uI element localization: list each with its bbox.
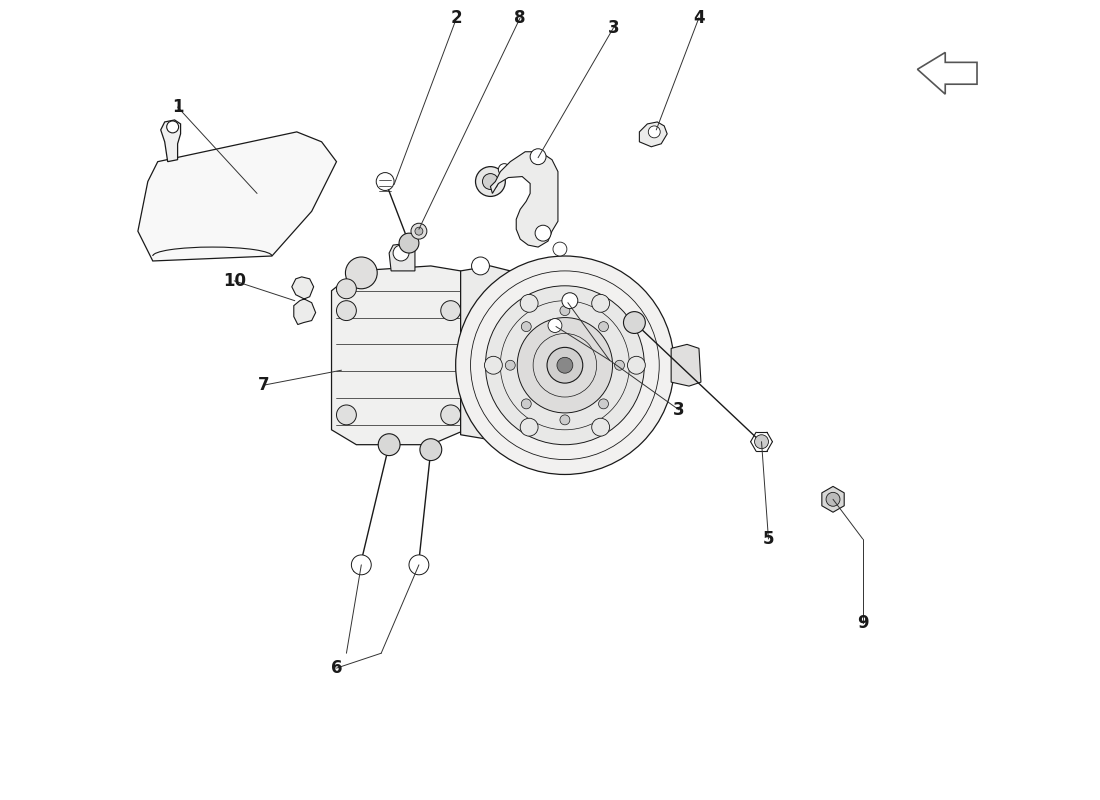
Polygon shape bbox=[161, 120, 180, 162]
Polygon shape bbox=[671, 344, 701, 386]
Circle shape bbox=[472, 257, 490, 275]
Circle shape bbox=[521, 399, 531, 409]
Circle shape bbox=[521, 322, 531, 331]
Text: 3: 3 bbox=[607, 18, 619, 37]
Polygon shape bbox=[292, 277, 316, 325]
Circle shape bbox=[520, 418, 538, 436]
Circle shape bbox=[624, 312, 646, 334]
Polygon shape bbox=[331, 266, 465, 445]
Text: 5: 5 bbox=[762, 530, 774, 548]
Circle shape bbox=[505, 360, 515, 370]
Circle shape bbox=[553, 242, 566, 256]
Polygon shape bbox=[461, 266, 515, 440]
Circle shape bbox=[592, 418, 609, 436]
Circle shape bbox=[415, 227, 422, 235]
Polygon shape bbox=[138, 132, 337, 261]
Polygon shape bbox=[491, 152, 558, 247]
Circle shape bbox=[548, 318, 562, 333]
Circle shape bbox=[485, 286, 645, 445]
Circle shape bbox=[441, 405, 461, 425]
Circle shape bbox=[378, 434, 400, 456]
Circle shape bbox=[826, 492, 840, 506]
Circle shape bbox=[483, 174, 498, 190]
Text: 6: 6 bbox=[331, 659, 342, 677]
Circle shape bbox=[535, 226, 551, 241]
Text: 8: 8 bbox=[515, 9, 526, 26]
Circle shape bbox=[484, 356, 503, 374]
Polygon shape bbox=[917, 53, 977, 94]
Circle shape bbox=[411, 223, 427, 239]
Circle shape bbox=[420, 438, 442, 461]
Polygon shape bbox=[639, 122, 668, 146]
Circle shape bbox=[755, 434, 769, 449]
Circle shape bbox=[598, 322, 608, 331]
Polygon shape bbox=[822, 486, 844, 512]
Circle shape bbox=[560, 415, 570, 425]
Circle shape bbox=[441, 301, 461, 321]
Text: 4: 4 bbox=[693, 9, 705, 26]
Text: 10: 10 bbox=[222, 272, 245, 290]
Circle shape bbox=[648, 126, 660, 138]
Circle shape bbox=[560, 306, 570, 315]
Circle shape bbox=[337, 279, 356, 298]
Text: 2: 2 bbox=[451, 9, 462, 26]
Circle shape bbox=[337, 405, 356, 425]
Circle shape bbox=[530, 149, 546, 165]
Circle shape bbox=[399, 233, 419, 253]
Text: 1: 1 bbox=[172, 98, 184, 116]
Circle shape bbox=[598, 399, 608, 409]
Circle shape bbox=[562, 293, 578, 309]
Circle shape bbox=[557, 358, 573, 373]
Circle shape bbox=[337, 301, 356, 321]
Circle shape bbox=[627, 356, 646, 374]
Circle shape bbox=[592, 294, 609, 312]
Circle shape bbox=[167, 121, 178, 133]
Circle shape bbox=[475, 166, 505, 197]
Circle shape bbox=[615, 360, 625, 370]
Text: 9: 9 bbox=[857, 614, 869, 633]
Polygon shape bbox=[389, 243, 415, 271]
Text: 7: 7 bbox=[258, 376, 270, 394]
Circle shape bbox=[393, 245, 409, 261]
Circle shape bbox=[351, 555, 371, 574]
Circle shape bbox=[498, 164, 510, 175]
Circle shape bbox=[520, 294, 538, 312]
Circle shape bbox=[345, 257, 377, 289]
Circle shape bbox=[376, 173, 394, 190]
Circle shape bbox=[547, 347, 583, 383]
Circle shape bbox=[517, 318, 613, 413]
Text: 3: 3 bbox=[673, 401, 685, 419]
Circle shape bbox=[455, 256, 674, 474]
Circle shape bbox=[409, 555, 429, 574]
